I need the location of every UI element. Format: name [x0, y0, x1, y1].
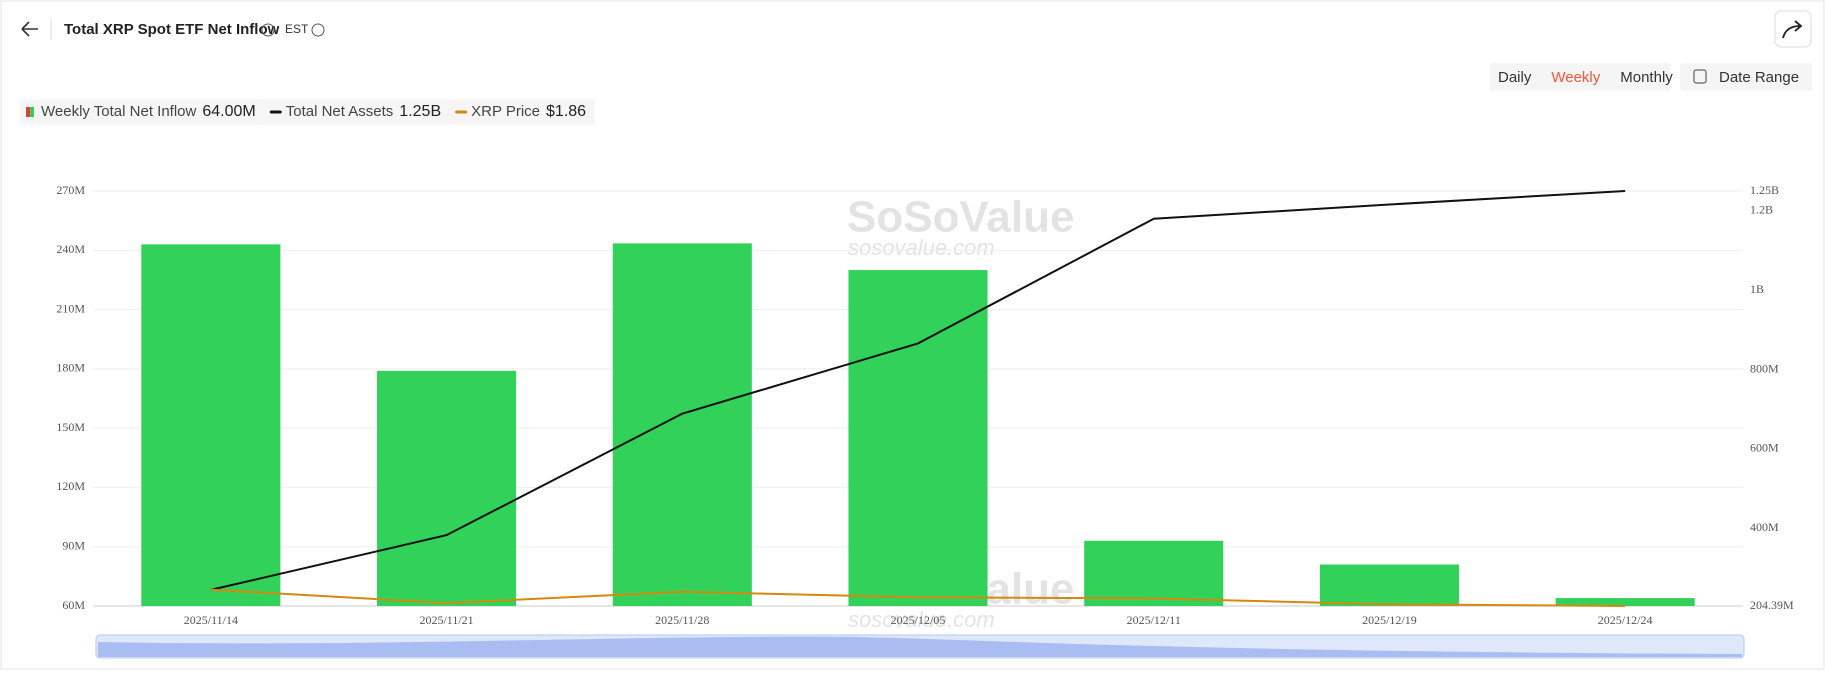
- timezone: EST: [285, 22, 309, 36]
- x-tick-label: 2025/11/28: [655, 613, 709, 627]
- period-option[interactable]: Daily: [1498, 69, 1532, 86]
- y2-tick-label: 1.25B: [1750, 183, 1779, 197]
- y-tick-label: 120M: [56, 479, 85, 493]
- y2-tick-label: 1.2B: [1750, 203, 1773, 217]
- legend-bg: [449, 99, 595, 125]
- legend-label: Total Net Assets: [286, 103, 394, 120]
- share-button[interactable]: [1774, 10, 1812, 48]
- line: [210, 588, 1626, 607]
- legend-label: XRP Price: [471, 103, 540, 120]
- watermark-site: sosovalue.com: [848, 607, 995, 632]
- date-range-button[interactable]: [1680, 63, 1812, 91]
- legend-swatch: [455, 110, 468, 114]
- info-icon[interactable]: [261, 23, 275, 37]
- legend-value: $1.86: [546, 103, 586, 120]
- bar: [141, 244, 281, 606]
- x-tick-label: 2025/12/05: [891, 613, 946, 627]
- legend-label: Weekly Total Net Inflow: [41, 103, 197, 120]
- period-option[interactable]: Monthly: [1620, 69, 1673, 86]
- y2-tick-label: 600M: [1750, 441, 1779, 455]
- legend-swatch: [26, 107, 30, 117]
- y-tick-label: 90M: [62, 538, 85, 552]
- bar: [1555, 598, 1695, 606]
- y-tick-label: 240M: [56, 242, 85, 256]
- line: [210, 190, 1626, 591]
- legend-swatch: [269, 110, 282, 114]
- bar: [377, 370, 517, 606]
- watermark-brand: SoSoValue: [847, 193, 1074, 242]
- legend-value: 64.00M: [202, 103, 255, 120]
- share-icon: [1782, 20, 1803, 39]
- legend-value: 1.25B: [399, 103, 441, 120]
- x-tick-label: 2025/11/21: [419, 613, 473, 627]
- bar: [848, 270, 988, 606]
- x-tick-label: 2025/12/24: [1598, 613, 1653, 627]
- y2-tick-label: 1B: [1750, 282, 1764, 296]
- period-option[interactable]: Weekly: [1551, 69, 1600, 86]
- x-tick-label: 2025/12/11: [1127, 613, 1181, 627]
- info-icon[interactable]: [311, 23, 325, 37]
- x-tick-label: 2025/11/14: [184, 613, 238, 627]
- back-button[interactable]: [21, 21, 38, 37]
- y-tick-label: 210M: [56, 301, 85, 315]
- watermark-site: sosovalue.com: [848, 235, 995, 260]
- y2-tick-label: 800M: [1750, 361, 1779, 375]
- date-range-label[interactable]: Date Range: [1719, 69, 1799, 86]
- y2-tick-label: 400M: [1750, 520, 1779, 534]
- y2-tick-label: 204.39M: [1750, 598, 1794, 612]
- legend-bg: [20, 99, 264, 125]
- y-tick-label: 60M: [62, 598, 85, 612]
- page-title: Total XRP Spot ETF Net Inflow: [64, 21, 280, 38]
- y-tick-label: 180M: [56, 361, 85, 375]
- y-tick-label: 150M: [56, 420, 85, 434]
- x-tick-label: 2025/12/19: [1362, 613, 1417, 627]
- y-tick-label: 270M: [56, 183, 85, 197]
- slider-preview: [98, 636, 1742, 657]
- bar: [1084, 540, 1224, 606]
- period-switch: [1490, 63, 1670, 91]
- bar: [612, 243, 752, 606]
- bar: [1319, 564, 1459, 606]
- calendar-icon: [1693, 69, 1707, 84]
- legend-bg: [263, 99, 450, 125]
